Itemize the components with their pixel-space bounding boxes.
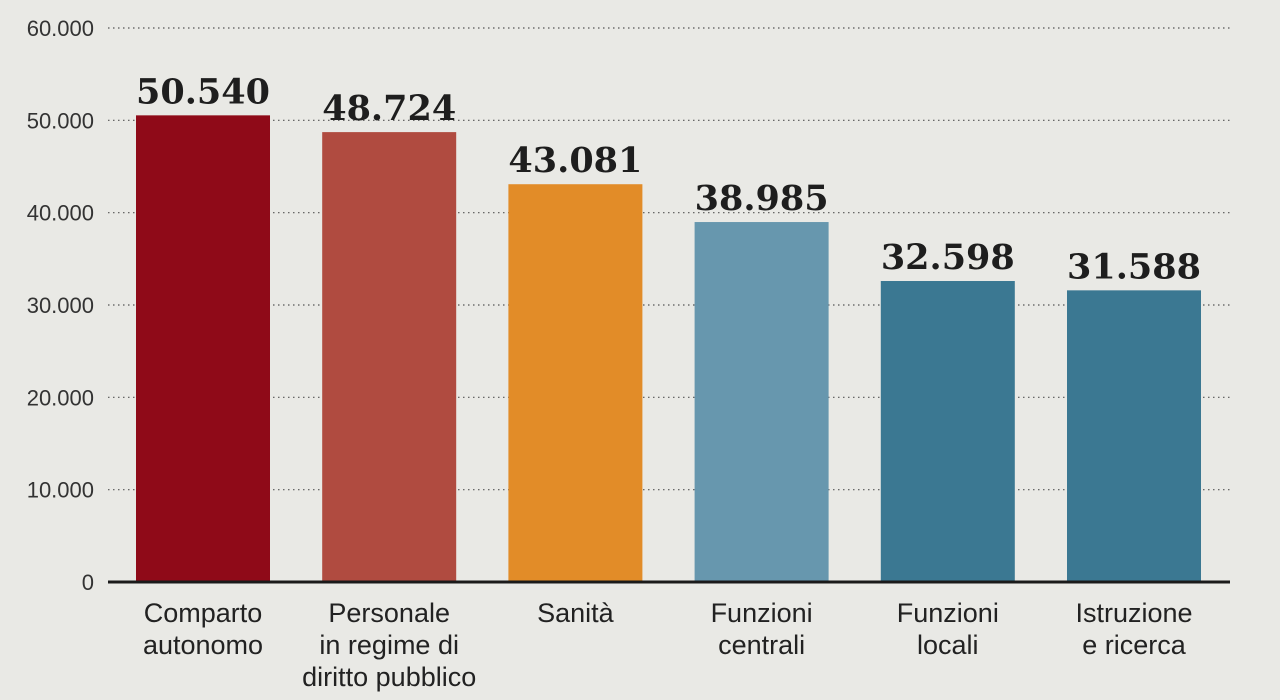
bars (136, 115, 1201, 583)
category-label-line: Funzioni (897, 598, 999, 628)
category-label: Istruzione e ricerca (1075, 598, 1192, 660)
category-label-line: diritto pubblico (302, 662, 476, 692)
bar-value-label: 43.081 (508, 140, 642, 181)
bar-value-label: 50.540 (136, 71, 270, 112)
category-label-line: autonomo (143, 630, 263, 660)
y-tick-label: 10.000 (27, 478, 94, 503)
bar (694, 222, 829, 582)
value-labels: 50.540 48.724 43.081 38.985 32.598 31.588 (136, 71, 1201, 287)
category-label: Funzioni centrali (711, 598, 813, 660)
bar (136, 115, 270, 582)
category-label-line: e ricerca (1082, 630, 1187, 660)
y-tick-label: 50.000 (27, 108, 94, 133)
bar-value-label: 32.598 (881, 237, 1015, 278)
category-label-line: Funzioni (711, 598, 813, 628)
category-label-line: Sanità (537, 598, 615, 628)
bar-value-label: 38.985 (695, 178, 829, 219)
y-tick-label: 30.000 (27, 293, 94, 318)
bar-value-label: 31.588 (1067, 246, 1201, 287)
category-label: Funzioni locali (897, 598, 999, 660)
y-tick-label: 60.000 (27, 16, 94, 41)
bar-value-label: 48.724 (322, 88, 456, 129)
category-labels: Comparto autonomo Personale in regime di dir… (143, 598, 1193, 692)
category-label: Sanità (537, 598, 615, 628)
y-tick-label: 0 (82, 570, 94, 595)
category-label-line: in regime di (319, 630, 459, 660)
category-label-line: Comparto (144, 598, 263, 628)
y-tick-label: 40.000 (27, 201, 94, 226)
category-label-line: Personale (328, 598, 450, 628)
category-label: Personale in regime di diritto pubblico (302, 598, 476, 692)
bar (322, 132, 457, 583)
category-label-line: Istruzione (1075, 598, 1192, 628)
gridlines (108, 27, 1230, 491)
bar (880, 281, 1015, 582)
bar (508, 184, 643, 583)
category-label: Comparto autonomo (143, 598, 263, 660)
bar (1067, 290, 1201, 582)
category-label-line: locali (917, 630, 979, 660)
category-label-line: centrali (718, 630, 805, 660)
y-tick-label: 20.000 (27, 385, 94, 410)
y-axis-tick-labels: 0 10.000 20.000 30.000 40.000 50.000 60.000 (27, 16, 94, 595)
